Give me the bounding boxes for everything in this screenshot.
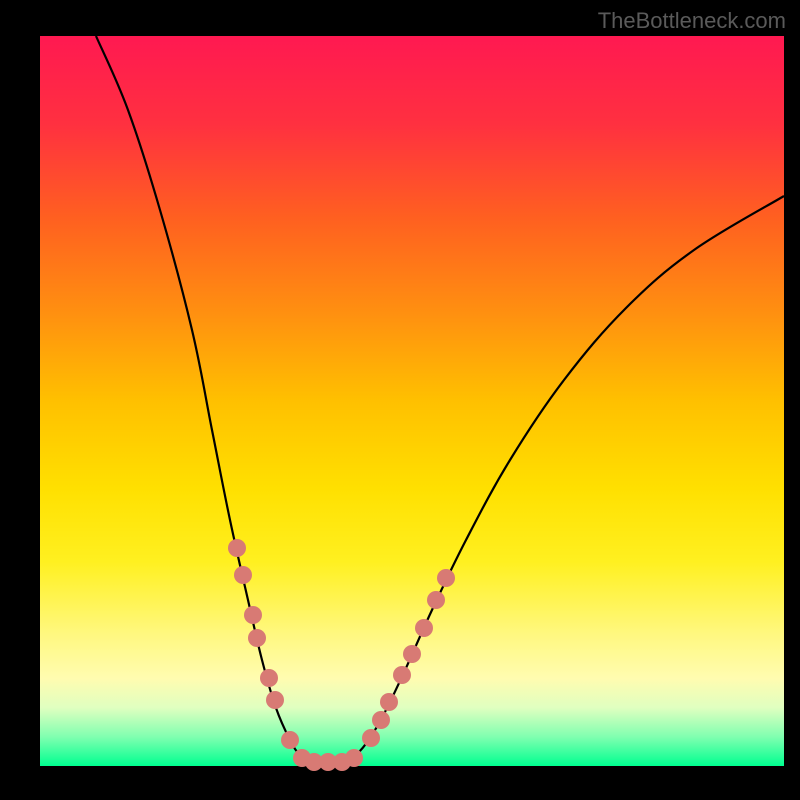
data-marker <box>281 731 299 749</box>
data-marker <box>244 606 262 624</box>
bottleneck-chart <box>0 0 800 800</box>
data-marker <box>427 591 445 609</box>
data-marker <box>248 629 266 647</box>
data-marker <box>362 729 380 747</box>
data-marker <box>228 539 246 557</box>
watermark-text: TheBottleneck.com <box>598 8 786 34</box>
data-marker <box>372 711 390 729</box>
data-marker <box>437 569 455 587</box>
data-marker <box>260 669 278 687</box>
chart-container: TheBottleneck.com <box>0 0 800 800</box>
data-marker <box>234 566 252 584</box>
data-marker <box>403 645 421 663</box>
data-marker <box>266 691 284 709</box>
data-marker <box>393 666 411 684</box>
data-marker <box>415 619 433 637</box>
data-marker <box>380 693 398 711</box>
data-marker <box>345 749 363 767</box>
